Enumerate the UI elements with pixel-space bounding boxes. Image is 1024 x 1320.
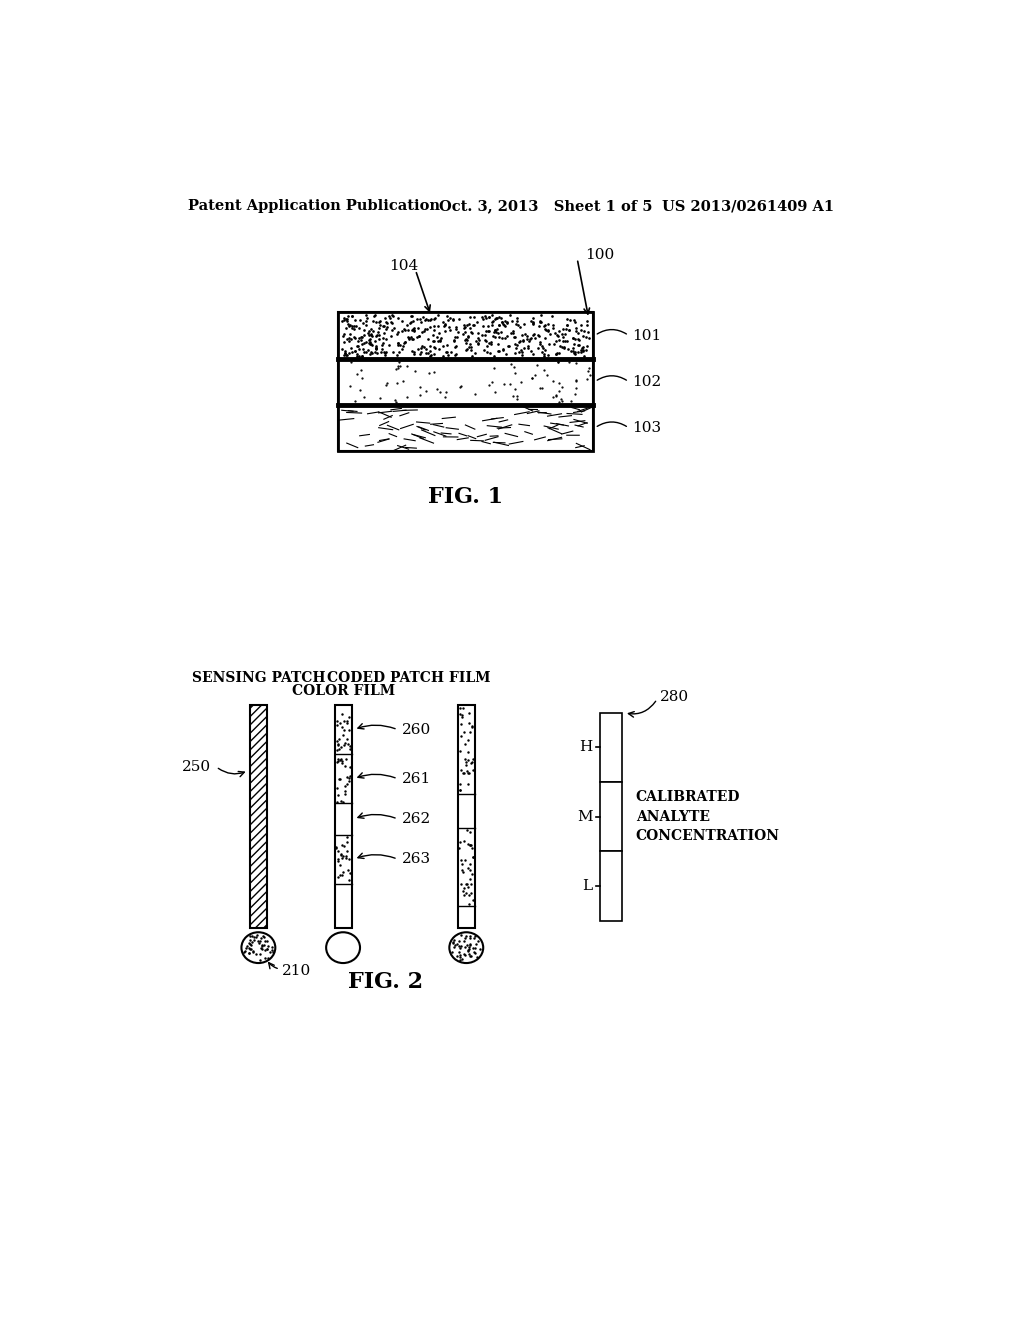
- Bar: [600, 713, 622, 781]
- Text: 250: 250: [182, 760, 211, 774]
- Text: CODED PATCH FILM: CODED PATCH FILM: [327, 671, 490, 685]
- Text: L: L: [583, 879, 593, 894]
- Bar: [339, 313, 593, 359]
- Bar: [250, 705, 267, 928]
- Text: 280: 280: [660, 690, 689, 705]
- Text: US 2013/0261409 A1: US 2013/0261409 A1: [662, 199, 834, 213]
- Text: 104: 104: [389, 259, 419, 273]
- Text: 102: 102: [633, 375, 662, 388]
- Bar: [339, 313, 593, 451]
- Bar: [458, 705, 475, 928]
- Bar: [600, 781, 622, 851]
- Text: FIG. 1: FIG. 1: [428, 486, 503, 508]
- Text: 210: 210: [282, 964, 310, 978]
- Bar: [600, 851, 622, 921]
- Text: Oct. 3, 2013   Sheet 1 of 5: Oct. 3, 2013 Sheet 1 of 5: [438, 199, 652, 213]
- Text: Patent Application Publication: Patent Application Publication: [188, 199, 440, 213]
- Ellipse shape: [450, 932, 483, 964]
- Text: 262: 262: [401, 812, 431, 826]
- Text: SENSING PATCH: SENSING PATCH: [191, 671, 326, 685]
- Bar: [339, 359, 593, 405]
- Text: M: M: [577, 809, 593, 824]
- Text: 101: 101: [633, 329, 662, 342]
- Bar: [335, 705, 351, 928]
- Text: 103: 103: [633, 421, 662, 434]
- Text: 260: 260: [401, 722, 431, 737]
- Text: CALIBRATED
ANALYTE
CONCENTRATION: CALIBRATED ANALYTE CONCENTRATION: [636, 791, 779, 843]
- Text: 100: 100: [585, 248, 614, 261]
- Text: H: H: [580, 741, 593, 755]
- Bar: [339, 405, 593, 451]
- Ellipse shape: [326, 932, 360, 964]
- Text: FIG. 2: FIG. 2: [348, 972, 423, 994]
- Ellipse shape: [242, 932, 275, 964]
- Text: 263: 263: [401, 853, 431, 866]
- Text: COLOR FILM: COLOR FILM: [292, 684, 394, 698]
- Text: 261: 261: [401, 772, 431, 785]
